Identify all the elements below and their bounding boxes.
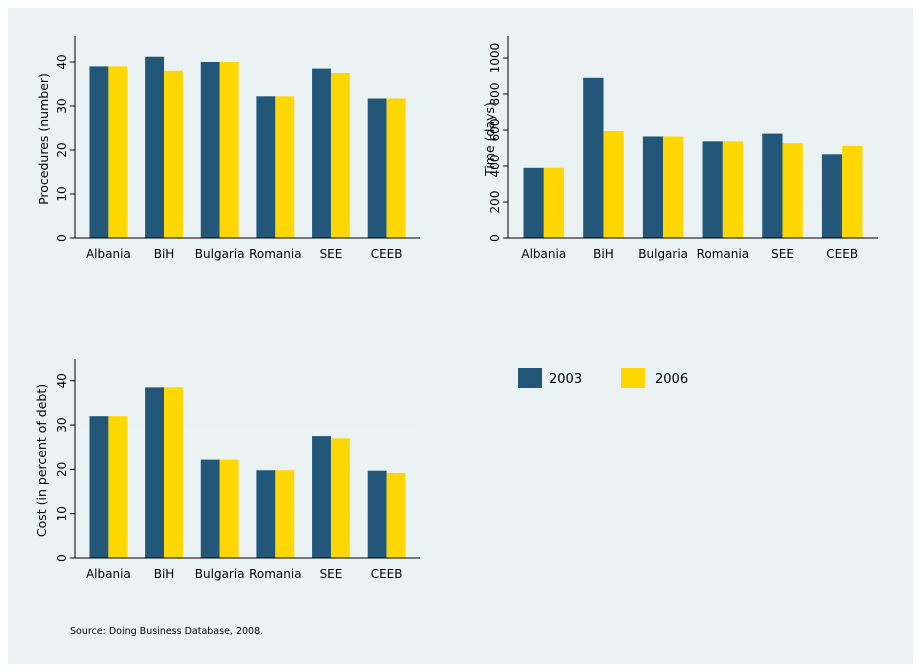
y-tick-label: 1000 — [488, 43, 502, 74]
panel-cost: 0 10 20 30 40 Albania BiH Bulgaria Romania SEE CEE… — [34, 359, 420, 581]
bar-2006-see — [330, 438, 350, 558]
y-tick-label: 200 — [488, 191, 502, 214]
bar-2006-bih — [603, 130, 624, 238]
y-axis-title: Procedures (number) — [36, 73, 51, 205]
bar-2006-bih — [164, 387, 183, 558]
figure-background: 0 10 20 30 40 Albania BiH Bulgaria Romania SEE CEE… — [8, 8, 913, 664]
x-tick-label: Romania — [249, 247, 301, 261]
bar-2006-bih — [164, 70, 183, 238]
bar-2006-romania — [722, 141, 744, 238]
bar-2003-ceeb — [821, 154, 843, 238]
x-tick-label: BiH — [154, 247, 175, 261]
x-tick-label: SEE — [320, 247, 343, 261]
x-tick-label: Bulgaria — [638, 247, 688, 261]
source-note: Source: Doing Business Database, 2008. — [70, 626, 263, 637]
x-tick-label: CEEB — [826, 247, 858, 261]
y-tick-label: 0 — [55, 554, 69, 562]
x-tick-label: BiH — [593, 247, 614, 261]
y-axis-title: Cost (in percent of debt) — [34, 384, 49, 537]
legend-label-2003: 2003 — [549, 372, 582, 387]
bar-2006-bulgaria — [219, 62, 239, 238]
bar-2006-albania — [543, 167, 565, 238]
legend-swatch-2006 — [621, 368, 645, 388]
x-tick-label: Romania — [697, 247, 749, 261]
y-tick-label: 20 — [55, 142, 69, 157]
bar-2003-see — [312, 436, 331, 558]
x-tick-label: Romania — [249, 567, 301, 581]
x-tick-label: SEE — [320, 567, 343, 581]
panel-procedures: 0 10 20 30 40 Albania BiH Bulgaria Romania SEE CEE… — [36, 36, 420, 261]
bar-2003-romania — [256, 96, 276, 238]
x-tick-label: Albania — [86, 567, 131, 581]
y-tick-label: 40 — [55, 54, 69, 69]
bar-2006-albania — [108, 416, 128, 558]
x-tick-label: Albania — [86, 247, 131, 261]
y-tick-label: 40 — [55, 373, 69, 388]
bar-2003-bih — [145, 56, 165, 238]
y-tick-label: 0 — [55, 234, 69, 242]
bar-2006-ceeb — [842, 145, 863, 238]
y-tick-label: 20 — [55, 462, 69, 477]
x-tick-label: CEEB — [371, 247, 403, 261]
y-tick-label: 400 — [488, 155, 502, 178]
chart-canvas: 0 10 20 30 40 Albania BiH Bulgaria Romania SEE CEE… — [34, 36, 878, 637]
bar-2003-bulgaria — [200, 459, 220, 558]
legend: 2003 2006 — [518, 368, 688, 388]
bar-2003-bih — [583, 77, 604, 238]
y-tick-label: 600 — [488, 119, 502, 142]
x-tick-label: Albania — [521, 247, 566, 261]
x-tick-label: BiH — [154, 567, 175, 581]
bar-2006-see — [782, 143, 803, 238]
y-axis-title: Time (days) — [482, 102, 497, 177]
bar-2003-bulgaria — [200, 62, 220, 238]
bar-2003-bih — [145, 387, 165, 558]
bar-2006-albania — [108, 66, 128, 239]
x-tick-label: CEEB — [371, 567, 403, 581]
bar-2003-ceeb — [367, 98, 387, 239]
y-tick-label: 10 — [55, 506, 69, 521]
x-tick-label: Bulgaria — [195, 247, 245, 261]
bar-2006-bulgaria — [219, 459, 239, 558]
bar-2003-romania — [702, 141, 723, 238]
y-tick-label: 10 — [55, 186, 69, 201]
x-tick-label: SEE — [771, 247, 794, 261]
bar-2006-bulgaria — [663, 136, 684, 238]
y-tick-label: 30 — [55, 98, 69, 113]
bar-2003-albania — [523, 167, 544, 238]
bar-2006-romania — [275, 96, 295, 238]
y-tick-label: 0 — [488, 234, 502, 242]
bar-2003-ceeb — [367, 470, 387, 558]
bar-2003-romania — [256, 470, 276, 558]
y-tick-label: 800 — [488, 83, 502, 106]
y-tick-label: 30 — [55, 417, 69, 432]
legend-swatch-2003 — [518, 368, 542, 388]
bar-2006-ceeb — [386, 472, 406, 558]
legend-label-2006: 2006 — [655, 372, 688, 387]
bar-2003-albania — [89, 66, 109, 239]
bar-2003-bulgaria — [642, 136, 664, 238]
bar-2006-romania — [275, 470, 295, 558]
bar-2003-see — [312, 68, 331, 238]
x-tick-label: Bulgaria — [195, 567, 245, 581]
bar-2003-see — [762, 133, 783, 238]
bar-2003-albania — [89, 416, 109, 558]
bar-2006-see — [330, 73, 350, 238]
bar-2006-ceeb — [386, 98, 406, 239]
panel-time: 0 200 400 600 800 1000 Albania BiH Bulgaria Roman… — [482, 36, 878, 261]
